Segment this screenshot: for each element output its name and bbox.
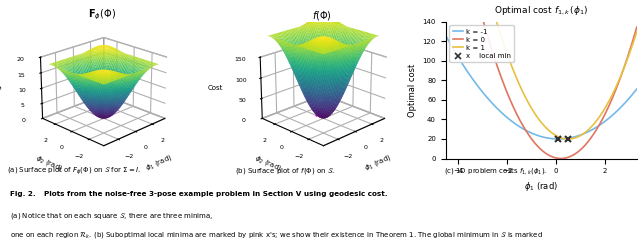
X-axis label: $\phi_1$ (rad): $\phi_1$ (rad) — [143, 153, 174, 174]
Y-axis label: $\phi_2$ (rad): $\phi_2$ (rad) — [33, 153, 64, 174]
Y-axis label: $\phi_2$ (rad): $\phi_2$ (rad) — [253, 153, 284, 174]
Title: $f(\Phi)$: $f(\Phi)$ — [312, 9, 332, 22]
Text: (b) Surface plot of $f(\Phi)$ on $\mathcal{S}$.: (b) Surface plot of $f(\Phi)$ on $\mathc… — [235, 166, 335, 176]
Title: Optimal cost $f_{1,k}\,(\phi_1)$: Optimal cost $f_{1,k}\,(\phi_1)$ — [494, 5, 588, 17]
X-axis label: $\phi_1$ (rad): $\phi_1$ (rad) — [364, 153, 394, 174]
Text: Plots from the noise-free 3-pose example problem in Section V using geodesic cos: Plots from the noise-free 3-pose example… — [44, 191, 387, 197]
Text: one on each region $\mathcal{R}_k$. (b) Suboptimal local minima are marked by pi: one on each region $\mathcal{R}_k$. (b) … — [10, 230, 543, 240]
Text: Fig. 2.: Fig. 2. — [10, 191, 35, 197]
Legend: k = -1, k = 0, k = 1, x    local min: k = -1, k = 0, k = 1, x local min — [449, 25, 515, 62]
Text: (a) Notice that on each square $\mathcal{S}$, there are three minima,: (a) Notice that on each square $\mathcal… — [10, 211, 213, 220]
X-axis label: $\phi_1$ (rad): $\phi_1$ (rad) — [524, 180, 558, 193]
Title: $\mathbf{F}_\phi(\Phi)$: $\mathbf{F}_\phi(\Phi)$ — [88, 7, 116, 22]
Text: (c) 1D problem costs $f_{1,k}(\phi_1)$.: (c) 1D problem costs $f_{1,k}(\phi_1)$. — [444, 166, 548, 176]
Y-axis label: Optimal cost: Optimal cost — [408, 63, 417, 117]
Text: (a) Surface plot of $F_\phi(\Phi)$ on $\mathcal{S}$ for $\Sigma = I$.: (a) Surface plot of $F_\phi(\Phi)$ on $\… — [6, 166, 141, 177]
